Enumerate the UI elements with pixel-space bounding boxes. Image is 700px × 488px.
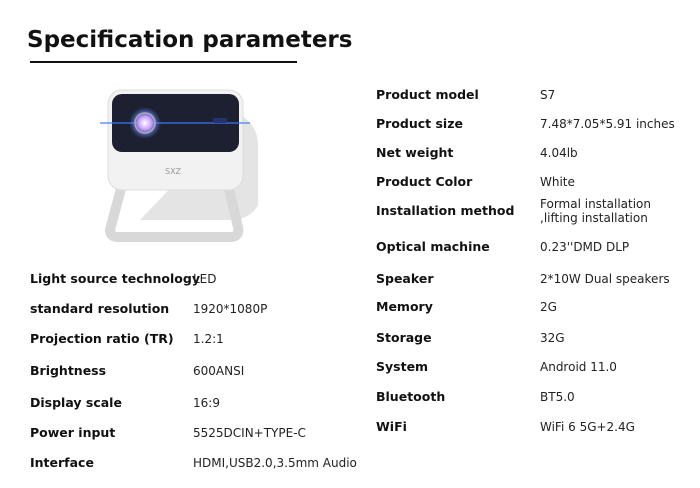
spec-label: Memory	[376, 299, 433, 314]
spec-value: 32G	[540, 331, 565, 345]
spec-label: Speaker	[376, 271, 434, 286]
spec-label: Product size	[376, 116, 463, 131]
title-underline	[30, 61, 297, 63]
spec-label: Bluetooth	[376, 389, 446, 404]
spec-label: Display scale	[30, 395, 122, 410]
page-title: Specification parameters	[27, 27, 353, 53]
spec-label: Installation method	[376, 203, 515, 218]
spec-label: standard resolution	[30, 301, 170, 316]
spec-value: 1.2:1	[193, 332, 224, 346]
spec-value: Formal installation ,lifting installatio…	[540, 197, 651, 225]
spec-label: Projection ratio (TR)	[30, 331, 174, 346]
spec-label: Storage	[376, 330, 432, 345]
brand-logo: SXZ	[165, 167, 182, 176]
spec-label: Net weight	[376, 145, 454, 160]
spec-value: HDMI,USB2.0,3.5mm Audio	[193, 456, 357, 470]
spec-label: System	[376, 359, 429, 374]
spec-value: 600ANSI	[193, 364, 245, 378]
spec-value: S7	[540, 88, 556, 102]
spec-value: BT5.0	[540, 390, 575, 404]
spec-value: 5525DCIN+TYPE-C	[193, 426, 306, 440]
spec-value: 2*10W Dual speakers	[540, 272, 670, 286]
projector-image: SXZ	[100, 89, 258, 242]
spec-label: Product model	[376, 87, 479, 102]
spec-label: WiFi	[376, 419, 407, 434]
spec-label: Interface	[30, 455, 94, 470]
spec-label: Product Color	[376, 174, 473, 189]
spec-value: Android 11.0	[540, 360, 617, 374]
spec-value: WiFi 6 5G+2.4G	[540, 420, 635, 434]
spec-value: LED	[193, 272, 217, 286]
spec-value: 1920*1080P	[193, 302, 268, 316]
spec-label: Brightness	[30, 363, 107, 378]
spec-value: 4.04lb	[540, 146, 578, 160]
spec-value: 7.48*7.05*5.91 inches	[540, 117, 675, 131]
spec-value: 0.23''DMD DLP	[540, 240, 630, 254]
spec-value: White	[540, 175, 575, 189]
spec-label: Power input	[30, 425, 116, 440]
spec-label: Optical machine	[376, 239, 490, 254]
spec-value: 16:9	[193, 396, 220, 410]
spec-label: Light source technology	[30, 271, 200, 286]
spec-value: 2G	[540, 300, 557, 314]
